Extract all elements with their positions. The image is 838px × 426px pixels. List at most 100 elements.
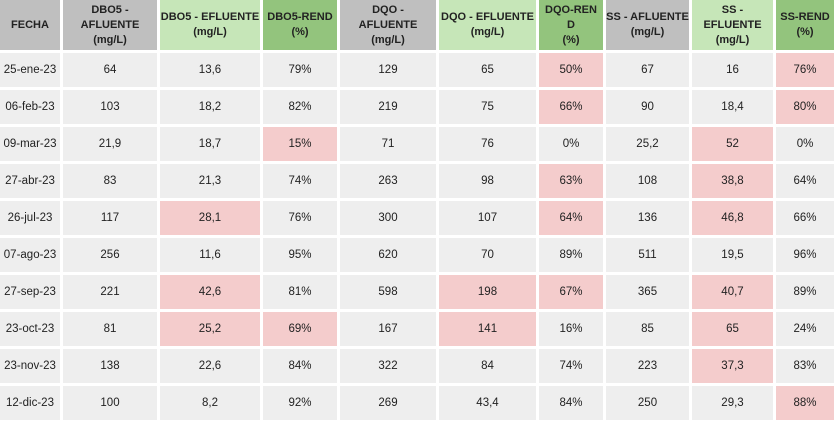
cell-ss-efluente: 46,8 [692, 201, 773, 235]
cell-dqo-rend: 74% [539, 349, 603, 383]
cell-ss-rend: 76% [776, 53, 834, 87]
cell-dbo5-rend: 92% [263, 386, 337, 420]
cell-dqo-efluente: 70 [439, 238, 536, 272]
cell-ss-rend: 83% [776, 349, 834, 383]
cell-ss-afluente: 108 [606, 164, 689, 198]
header-dbo5-efluente: DBO5 - EFLUENTE (mg/L) [160, 0, 260, 50]
cell-dqo-afluente: 322 [340, 349, 436, 383]
header-ss-efluente: SS - EFLUENTE (mg/L) [692, 0, 773, 50]
cell-fecha: 25-ene-23 [0, 53, 60, 87]
cell-ss-rend: 64% [776, 164, 834, 198]
cell-ss-rend: 0% [776, 127, 834, 161]
cell-dqo-rend: 16% [539, 312, 603, 346]
cell-ss-rend: 24% [776, 312, 834, 346]
cell-dqo-efluente: 65 [439, 53, 536, 87]
cell-dbo5-afluente: 117 [63, 201, 157, 235]
cell-dqo-afluente: 219 [340, 90, 436, 124]
cell-dqo-efluente: 107 [439, 201, 536, 235]
cell-ss-efluente: 38,8 [692, 164, 773, 198]
header-ss-rend: SS-REND (%) [776, 0, 834, 50]
cell-dbo5-afluente: 221 [63, 275, 157, 309]
cell-dbo5-efluente: 42,6 [160, 275, 260, 309]
cell-dbo5-rend: 74% [263, 164, 337, 198]
cell-dbo5-efluente: 22,6 [160, 349, 260, 383]
cell-dbo5-rend: 15% [263, 127, 337, 161]
cell-fecha: 23-oct-23 [0, 312, 60, 346]
cell-dbo5-afluente: 100 [63, 386, 157, 420]
cell-ss-afluente: 223 [606, 349, 689, 383]
cell-dbo5-rend: 79% [263, 53, 337, 87]
cell-ss-afluente: 136 [606, 201, 689, 235]
cell-dqo-rend: 66% [539, 90, 603, 124]
cell-dbo5-efluente: 18,2 [160, 90, 260, 124]
header-row: FECHA DBO5 - AFLUENTE (mg/L) DBO5 - EFLUEN… [0, 0, 834, 50]
cell-ss-efluente: 52 [692, 127, 773, 161]
cell-dbo5-efluente: 13,6 [160, 53, 260, 87]
cell-dbo5-efluente: 11,6 [160, 238, 260, 272]
cell-dqo-afluente: 263 [340, 164, 436, 198]
cell-dbo5-efluente: 18,7 [160, 127, 260, 161]
cell-dbo5-afluente: 138 [63, 349, 157, 383]
cell-dbo5-afluente: 256 [63, 238, 157, 272]
cell-ss-efluente: 29,3 [692, 386, 773, 420]
cell-fecha: 07-ago-23 [0, 238, 60, 272]
cell-ss-rend: 96% [776, 238, 834, 272]
table-row: 09-mar-23 21,9 18,7 15% 71 76 0% 25,2 52 0% [0, 127, 834, 161]
cell-ss-efluente: 65 [692, 312, 773, 346]
cell-dqo-rend: 50% [539, 53, 603, 87]
cell-ss-efluente: 19,5 [692, 238, 773, 272]
cell-dqo-afluente: 269 [340, 386, 436, 420]
cell-dbo5-afluente: 83 [63, 164, 157, 198]
cell-ss-efluente: 18,4 [692, 90, 773, 124]
cell-ss-rend: 66% [776, 201, 834, 235]
cell-fecha: 12-dic-23 [0, 386, 60, 420]
cell-dqo-rend: 84% [539, 386, 603, 420]
cell-dbo5-afluente: 64 [63, 53, 157, 87]
cell-fecha: 27-abr-23 [0, 164, 60, 198]
header-dbo5-afluente: DBO5 - AFLUENTE (mg/L) [63, 0, 157, 50]
cell-dqo-afluente: 129 [340, 53, 436, 87]
cell-dbo5-afluente: 81 [63, 312, 157, 346]
cell-ss-afluente: 250 [606, 386, 689, 420]
cell-dbo5-rend: 82% [263, 90, 337, 124]
table-row: 07-ago-23 256 11,6 95% 620 70 89% 511 19,5 96% [0, 238, 834, 272]
table-row: 26-jul-23 117 28,1 76% 300 107 64% 136 46,8 66% [0, 201, 834, 235]
cell-dbo5-efluente: 28,1 [160, 201, 260, 235]
cell-dbo5-efluente: 25,2 [160, 312, 260, 346]
cell-dqo-afluente: 167 [340, 312, 436, 346]
cell-dqo-efluente: 198 [439, 275, 536, 309]
cell-dbo5-rend: 95% [263, 238, 337, 272]
cell-fecha: 23-nov-23 [0, 349, 60, 383]
cell-dbo5-afluente: 21,9 [63, 127, 157, 161]
cell-ss-rend: 88% [776, 386, 834, 420]
cell-dqo-rend: 67% [539, 275, 603, 309]
cell-ss-afluente: 365 [606, 275, 689, 309]
cell-ss-afluente: 90 [606, 90, 689, 124]
cell-ss-rend: 80% [776, 90, 834, 124]
header-ss-afluente: SS - AFLUENTE (mg/L) [606, 0, 689, 50]
cell-fecha: 27-sep-23 [0, 275, 60, 309]
cell-dbo5-afluente: 103 [63, 90, 157, 124]
cell-dbo5-rend: 76% [263, 201, 337, 235]
table-row: 06-feb-23 103 18,2 82% 219 75 66% 90 18,4 80% [0, 90, 834, 124]
cell-dbo5-efluente: 8,2 [160, 386, 260, 420]
cell-dbo5-efluente: 21,3 [160, 164, 260, 198]
cell-dqo-efluente: 43,4 [439, 386, 536, 420]
table-row: 23-oct-23 81 25,2 69% 167 141 16% 85 65 24% [0, 312, 834, 346]
cell-fecha: 09-mar-23 [0, 127, 60, 161]
cell-dbo5-rend: 69% [263, 312, 337, 346]
table-row: 27-sep-23 221 42,6 81% 598 198 67% 365 40,7 89% [0, 275, 834, 309]
header-dbo5-rend: DBO5-REND (%) [263, 0, 337, 50]
cell-dqo-afluente: 620 [340, 238, 436, 272]
cell-fecha: 26-jul-23 [0, 201, 60, 235]
cell-ss-afluente: 85 [606, 312, 689, 346]
cell-dqo-efluente: 76 [439, 127, 536, 161]
header-dqo-rend: DQO-REN D (%) [539, 0, 603, 50]
table-row: 23-nov-23 138 22,6 84% 322 84 74% 223 37,3 83% [0, 349, 834, 383]
cell-ss-afluente: 67 [606, 53, 689, 87]
cell-ss-efluente: 37,3 [692, 349, 773, 383]
cell-dqo-afluente: 598 [340, 275, 436, 309]
cell-dqo-rend: 0% [539, 127, 603, 161]
cell-dqo-rend: 89% [539, 238, 603, 272]
